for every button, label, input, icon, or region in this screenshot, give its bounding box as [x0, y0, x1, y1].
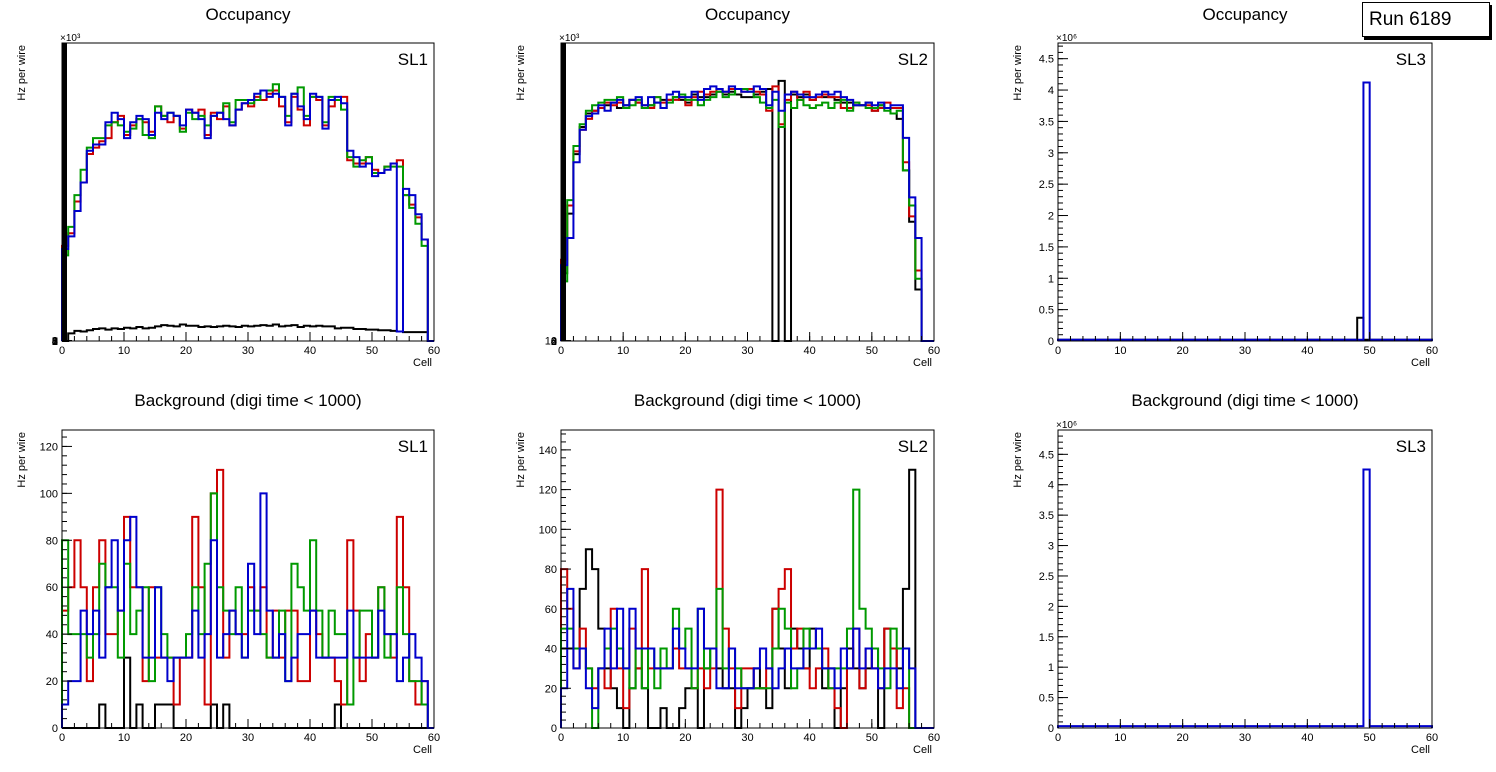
x-tick-label: 40	[304, 345, 316, 357]
x-tick-label: 20	[180, 345, 192, 357]
x-tick-label: 50	[366, 345, 378, 357]
series-line-layer-3	[62, 84, 434, 341]
series-line-layer-2	[62, 91, 434, 341]
chart-title: Occupancy	[205, 5, 291, 24]
plot-frame	[62, 43, 434, 341]
x-tick-label: 30	[242, 345, 254, 357]
x-tick-label: 10	[118, 345, 130, 357]
x-tick-label: 60	[428, 345, 440, 357]
x-tick-label: 0	[59, 345, 65, 357]
series-line-layer-4	[62, 91, 434, 341]
